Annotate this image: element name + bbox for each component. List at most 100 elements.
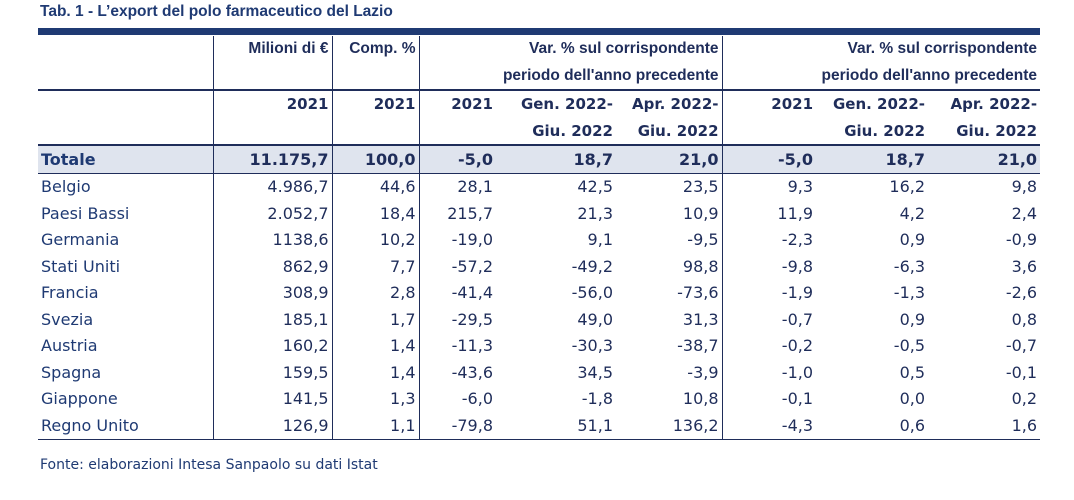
group2-header-line1: Var. % sul corrispondente	[847, 40, 1038, 58]
table-cell: 21,3	[577, 203, 613, 223]
year-header-b: 2021	[332, 90, 420, 118]
table-cell: 10,8	[616, 385, 723, 412]
table-cell: -5,0	[722, 145, 817, 174]
table-cell: 42,5	[577, 177, 613, 197]
g1-col3-header-l1: Apr. 2022-	[616, 90, 723, 118]
table-row: Austria 160,2 1,4 -11,3 -30,3 -38,7 -0,2 -0,5 -0…	[38, 332, 1040, 359]
table-cell: -38,7	[616, 332, 723, 359]
table-row: Spagna 159,5 1,4 -43,6 34,5 -3,9 -1,0 0,5 -0,1	[38, 359, 1040, 386]
country-name: Francia	[38, 279, 214, 306]
table-cell: -43,6	[451, 362, 493, 382]
group1-header-line1: Var. % sul corrispondente	[419, 36, 723, 63]
g2-col2-header-l1: Gen. 2022-	[832, 95, 926, 114]
table-cell: 28,1	[457, 177, 493, 197]
table-cell: 0,9	[899, 230, 926, 250]
table-cell: -9,5	[616, 226, 723, 253]
table-cell: 21,0	[616, 145, 723, 174]
table-cell: 34,5	[577, 362, 613, 382]
table-cell: 308,9	[213, 279, 333, 306]
table-cell: 215,7	[447, 203, 493, 223]
header-row-4: Giu. 2022 Giu. 2022 Giu. 2022 Giu. 2022	[38, 117, 1041, 146]
group1-header-line2: periodo dell'anno precedente	[419, 62, 723, 91]
table-cell: 0,6	[816, 412, 929, 440]
table-cell: -49,2	[571, 256, 613, 276]
table-cell: 49,0	[577, 309, 613, 329]
table-cell: 0,2	[1011, 389, 1038, 409]
table-cell: 3,6	[1011, 256, 1038, 276]
table-cell: 0,9	[899, 309, 926, 329]
g1-col2-header-l1: Gen. 2022-	[520, 95, 613, 114]
table-cell: 0,8	[1011, 309, 1038, 329]
table-cell: -1,8	[581, 389, 613, 409]
group2-header-line2: periodo dell'anno precedente	[722, 62, 1041, 91]
g1-col2-header-l2: Giu. 2022	[496, 117, 616, 146]
country-name: Germania	[38, 226, 214, 253]
table-cell: 159,5	[213, 359, 333, 386]
table-row: Regno Unito 126,9 1,1 -79,8 51,1 136,2 -4,3 0,6…	[38, 412, 1041, 440]
table-cell: 18,7	[816, 145, 929, 174]
country-name: Regno Unito	[38, 412, 214, 440]
table-cell: 9,1	[587, 230, 613, 250]
total-label: Totale	[38, 145, 214, 174]
table-cell: 0,5	[899, 362, 926, 382]
table-cell: -41,4	[451, 283, 493, 303]
table-cell: 1,4	[332, 332, 420, 359]
table-cell: 98,8	[616, 253, 723, 280]
table-cell: 4,2	[899, 203, 926, 223]
table-cell: -1,9	[781, 283, 814, 303]
table-cell: -11,3	[451, 336, 493, 356]
table-cell: 7,7	[332, 253, 420, 280]
table-cell: -6,0	[461, 389, 493, 409]
table-cell: 1,4	[332, 359, 420, 386]
table-cell: -0,9	[1005, 230, 1038, 250]
year-header-a: 2021	[213, 90, 333, 118]
table-row: Giappone 141,5 1,3 -6,0 -1,8 10,8 -0,1 0,0 0,2	[38, 385, 1040, 412]
table-cell: -4,3	[722, 412, 817, 440]
table-cell: -0,5	[893, 336, 926, 356]
table-row: Francia 308,9 2,8 -41,4 -56,0 -73,6 -1,9 -1,3 -2…	[38, 279, 1040, 306]
country-rows: Belgio 4.986,7 44,6 28,1 42,5 23,5 9,3 16,2 9,8 P…	[38, 173, 1041, 440]
table-cell: 51,1	[496, 412, 616, 440]
table-cell: 1,6	[928, 412, 1041, 440]
g1-col3-header-l2: Giu. 2022	[616, 117, 723, 146]
table-cell: -19,0	[451, 230, 493, 250]
table-cell: 1,1	[332, 412, 420, 440]
table-cell: -0,1	[781, 389, 814, 409]
country-name: Stati Uniti	[38, 253, 214, 280]
table-cell: 1138,6	[213, 226, 333, 253]
header-row-2: periodo dell'anno precedente periodo del…	[38, 62, 1041, 91]
table-cell: -30,3	[571, 336, 613, 356]
table-cell: 23,5	[616, 173, 723, 200]
table-title: Tab. 1 - L’export del polo farmaceutico …	[40, 3, 393, 20]
total-row: Totale 11.175,7 100,0 -5,0 18,7 21,0 -5,…	[38, 145, 1041, 174]
table-cell: -2,3	[781, 230, 814, 250]
table-cell: 1,3	[332, 385, 420, 412]
table-cell: -2,6	[1005, 283, 1038, 303]
table-cell: 16,2	[889, 177, 926, 197]
table-cell: 44,6	[332, 173, 420, 200]
country-name: Svezia	[38, 306, 214, 333]
table-cell: 18,7	[496, 145, 616, 174]
table-row: Belgio 4.986,7 44,6 28,1 42,5 23,5 9,3 16,2 9,8	[38, 173, 1040, 200]
country-name: Austria	[38, 332, 214, 359]
table-cell: -1,0	[781, 362, 814, 382]
table-cell: 100,0	[332, 145, 420, 174]
country-name: Spagna	[38, 359, 214, 386]
table-cell: -57,2	[451, 256, 493, 276]
table-row: Germania 1138,6 10,2 -19,0 9,1 -9,5 -2,3 0,9 -0,…	[38, 226, 1040, 253]
col-header-comp: Comp. %	[332, 36, 420, 63]
table-cell: -56,0	[571, 283, 613, 303]
table-cell: 11,9	[777, 203, 814, 223]
table-row: Stati Uniti 862,9 7,7 -57,2 -49,2 98,8 -9,8 -6,…	[38, 253, 1040, 280]
table-cell: -73,6	[616, 279, 723, 306]
table-cell: 9,8	[1011, 177, 1038, 197]
country-name: Paesi Bassi	[38, 200, 214, 227]
table-cell: 185,1	[213, 306, 333, 333]
table-cell: -1,3	[893, 283, 926, 303]
table-cell: 862,9	[213, 253, 333, 280]
table-cell: 10,2	[332, 226, 420, 253]
table-cell: -0,2	[781, 336, 814, 356]
g2-col3-header-l1: Apr. 2022-	[950, 95, 1038, 114]
title-rule	[38, 28, 1040, 35]
table-cell: 18,4	[332, 200, 420, 227]
